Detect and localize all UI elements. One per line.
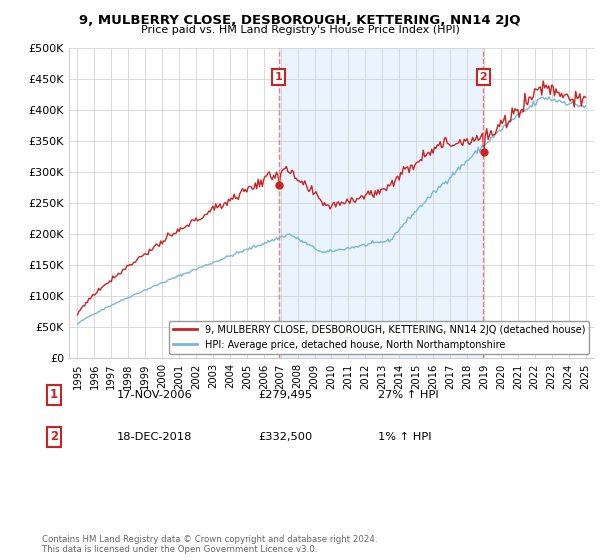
Text: 18-DEC-2018: 18-DEC-2018 <box>117 432 193 442</box>
Text: Contains HM Land Registry data © Crown copyright and database right 2024.
This d: Contains HM Land Registry data © Crown c… <box>42 535 377 554</box>
Text: 2: 2 <box>50 430 58 444</box>
Text: 1: 1 <box>275 72 283 82</box>
Text: 9, MULBERRY CLOSE, DESBOROUGH, KETTERING, NN14 2JQ: 9, MULBERRY CLOSE, DESBOROUGH, KETTERING… <box>79 14 521 27</box>
Text: £279,495: £279,495 <box>258 390 312 400</box>
Legend: 9, MULBERRY CLOSE, DESBOROUGH, KETTERING, NN14 2JQ (detached house), HPI: Averag: 9, MULBERRY CLOSE, DESBOROUGH, KETTERING… <box>169 321 589 353</box>
Text: 27% ↑ HPI: 27% ↑ HPI <box>378 390 439 400</box>
Text: 1: 1 <box>50 388 58 402</box>
Text: £332,500: £332,500 <box>258 432 312 442</box>
Text: 17-NOV-2006: 17-NOV-2006 <box>117 390 193 400</box>
Text: 1% ↑ HPI: 1% ↑ HPI <box>378 432 431 442</box>
Bar <box>278 48 483 358</box>
Text: Price paid vs. HM Land Registry's House Price Index (HPI): Price paid vs. HM Land Registry's House … <box>140 25 460 35</box>
Text: 2: 2 <box>479 72 487 82</box>
